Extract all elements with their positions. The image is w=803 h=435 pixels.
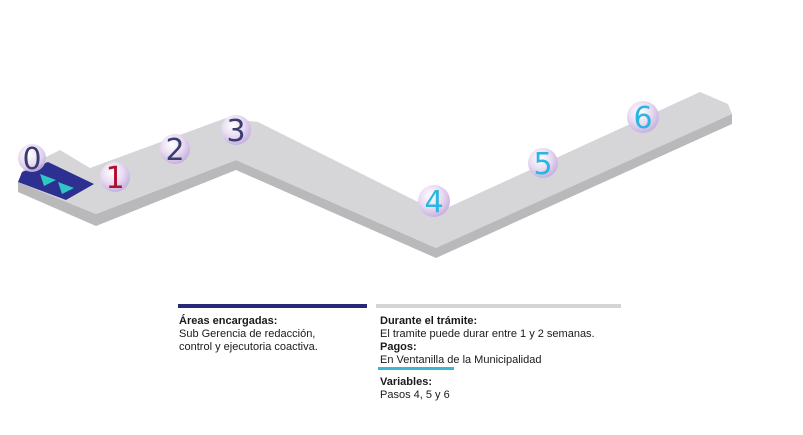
duration-legend: Durante el trámite: El tramite puede dur… — [380, 315, 595, 341]
variables-legend: Variables: Pasos 4, 5 y 6 — [380, 376, 450, 402]
step-marker-0: 0 — [18, 142, 46, 177]
step-number-6: 6 — [633, 101, 652, 136]
areas-bar — [178, 304, 367, 308]
step-number-5: 5 — [533, 147, 552, 182]
step-number-1: 1 — [105, 161, 124, 196]
path-side — [18, 108, 732, 258]
duration-bar — [376, 304, 621, 308]
variables-text: Pasos 4, 5 y 6 — [380, 389, 450, 401]
areas-legend: Áreas encargadas: Sub Gerencia de redacc… — [179, 315, 318, 354]
path-surface — [18, 92, 732, 248]
step-marker-1: 1 — [100, 161, 130, 196]
duration-title: Durante el trámite: — [380, 315, 478, 327]
areas-line-2: control y ejecutoria coactiva. — [179, 341, 318, 353]
step-marker-6: 6 — [627, 101, 659, 136]
payments-legend: Pagos: En Ventanilla de la Municipalidad — [380, 341, 541, 367]
payments-bar — [378, 367, 454, 370]
step-number-0: 0 — [22, 142, 41, 177]
step-marker-5: 5 — [528, 147, 558, 182]
variables-title: Variables: — [380, 376, 432, 388]
payments-text: En Ventanilla de la Municipalidad — [380, 354, 542, 366]
active-segment — [18, 162, 94, 200]
arrow-icon — [58, 182, 74, 194]
step-number-4: 4 — [424, 185, 443, 220]
step-marker-2: 2 — [160, 133, 190, 168]
arrow-icon — [40, 174, 56, 186]
areas-line-1: Sub Gerencia de redacción, — [179, 328, 316, 340]
duration-text: El tramite puede durar entre 1 y 2 seman… — [380, 328, 595, 340]
step-number-2: 2 — [165, 133, 184, 168]
areas-title: Áreas encargadas: — [179, 315, 278, 327]
payments-title: Pagos: — [380, 341, 417, 353]
step-marker-4: 4 — [418, 185, 450, 220]
step-number-3: 3 — [226, 114, 245, 149]
step-marker-3: 3 — [221, 114, 251, 149]
